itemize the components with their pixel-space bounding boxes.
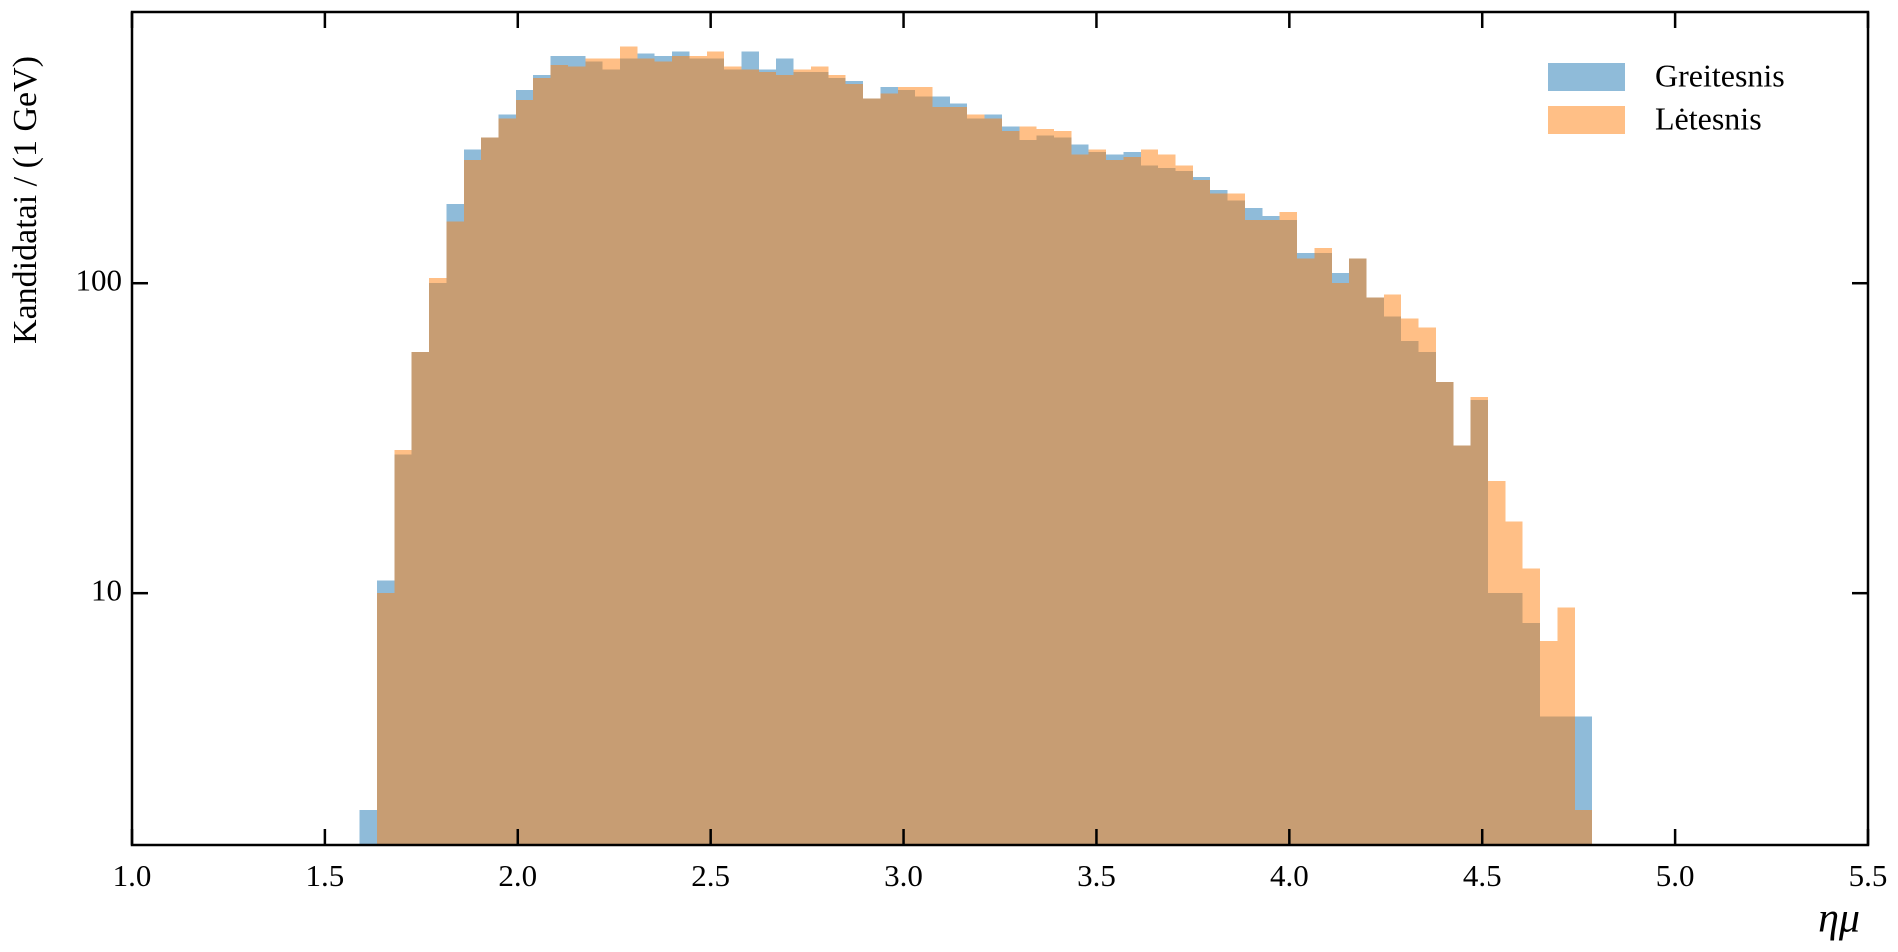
bar <box>515 100 534 846</box>
bar <box>1522 568 1541 845</box>
bar <box>1383 294 1402 845</box>
bar <box>1262 219 1280 845</box>
bar <box>1488 481 1506 845</box>
bar <box>446 221 464 846</box>
bar <box>967 114 985 846</box>
bar <box>1140 149 1159 846</box>
bar <box>706 51 725 845</box>
bar <box>1366 297 1384 845</box>
bar <box>1453 445 1471 845</box>
bar <box>1036 128 1055 845</box>
y-tick-label: 10 <box>91 572 122 607</box>
bar <box>1227 193 1245 846</box>
bar <box>758 72 777 846</box>
bar <box>498 118 516 846</box>
bar <box>1418 327 1436 845</box>
bar <box>984 118 1002 846</box>
bar <box>1435 382 1454 845</box>
bar <box>1401 318 1419 845</box>
bar <box>1470 396 1489 845</box>
bar <box>463 159 482 845</box>
legend-label: Greitesnis <box>1655 57 1785 93</box>
bar <box>429 277 447 846</box>
bar <box>411 351 430 845</box>
bar <box>672 56 690 846</box>
bar <box>1279 211 1298 846</box>
x-tick-label: 5.0 <box>1656 858 1695 893</box>
bar <box>567 66 586 845</box>
legend-label: Lėtesnis <box>1655 100 1762 136</box>
bar <box>880 93 898 845</box>
bar <box>1540 641 1558 845</box>
legend-swatch <box>1548 63 1625 91</box>
x-tick-label: 4.5 <box>1463 858 1502 893</box>
bar <box>1192 180 1211 845</box>
bar <box>654 61 673 846</box>
bar <box>1314 247 1332 845</box>
series <box>376 46 1593 846</box>
bar <box>1001 130 1020 845</box>
bar <box>620 46 638 846</box>
bar <box>897 86 916 845</box>
bar <box>863 98 881 846</box>
bar <box>845 83 864 845</box>
bar <box>1054 130 1072 845</box>
x-tick-label: 2.5 <box>691 858 730 893</box>
bar <box>1175 165 1193 845</box>
legend-swatch <box>1548 106 1625 134</box>
y-tick-label: 100 <box>76 262 123 297</box>
bar <box>1557 607 1575 845</box>
bar <box>776 74 794 845</box>
x-tick-label: 1.5 <box>306 858 345 893</box>
bar <box>1244 219 1263 845</box>
x-tick-label: 5.5 <box>1849 858 1888 893</box>
bar <box>1505 521 1523 845</box>
bar <box>1331 283 1350 845</box>
bar <box>394 449 412 845</box>
bar <box>1210 193 1228 846</box>
x-tick-label: 3.0 <box>884 858 923 893</box>
bar <box>1106 159 1124 845</box>
bar <box>376 593 395 845</box>
x-axis-label: ημ <box>1818 896 1860 942</box>
bar <box>585 58 603 845</box>
bar <box>637 58 655 845</box>
bar <box>741 69 759 845</box>
bar <box>793 69 811 845</box>
bar <box>949 107 968 846</box>
bar <box>1088 149 1107 846</box>
bar <box>1349 258 1367 845</box>
bar <box>828 74 846 845</box>
bar <box>533 77 551 845</box>
bar <box>689 56 707 846</box>
bar <box>1158 154 1176 845</box>
bar <box>1123 157 1141 846</box>
bar <box>359 809 377 845</box>
bar <box>1019 126 1037 845</box>
bar <box>1297 258 1315 845</box>
x-tick-label: 2.0 <box>498 858 537 893</box>
plot-frame <box>130 10 1870 847</box>
bar <box>1574 809 1593 845</box>
bar <box>724 66 742 845</box>
x-tick-label: 3.5 <box>1077 858 1116 893</box>
bar <box>602 58 621 845</box>
x-tick-label: 4.0 <box>1270 858 1309 893</box>
y-axis-label: Kandidatai / (1 GeV) <box>7 56 44 344</box>
bar <box>481 137 499 846</box>
bar <box>1071 154 1089 845</box>
x-tick-label: 1.0 <box>113 858 152 893</box>
bar <box>915 86 933 845</box>
bar <box>550 65 568 845</box>
bar <box>810 66 829 845</box>
bar <box>932 107 950 846</box>
